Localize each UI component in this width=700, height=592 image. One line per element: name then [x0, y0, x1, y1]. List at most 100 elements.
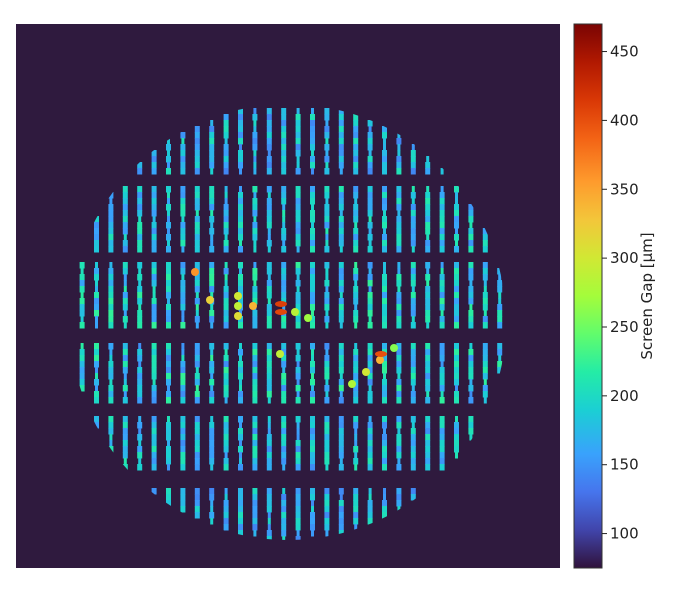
gap-cell — [410, 397, 416, 404]
colorbar-ticks: 100 150 200 250 300 350 400 450 — [602, 43, 639, 543]
gap-cell — [468, 268, 474, 275]
gap-cell — [353, 422, 359, 429]
gap-cell — [238, 280, 243, 287]
gap-cell — [324, 500, 330, 507]
gap-cell — [338, 120, 344, 127]
gap-cell — [367, 428, 373, 435]
gap-cell — [483, 379, 487, 386]
gap-cell — [239, 440, 242, 447]
gap-cell — [224, 488, 228, 495]
gap-cell — [440, 186, 444, 193]
gap-cell — [94, 222, 99, 229]
gap-cell — [482, 292, 488, 299]
gap-cell — [223, 286, 229, 293]
gap-cell — [310, 216, 315, 223]
gap-cell — [454, 310, 459, 317]
gap-cell — [482, 343, 488, 350]
gap-cell — [151, 304, 157, 311]
gap-cell — [180, 286, 186, 293]
gap-cell — [239, 379, 242, 386]
gap-cell — [253, 120, 257, 127]
gap-cell — [252, 524, 258, 531]
gap-cell — [122, 292, 128, 299]
gap-cell — [310, 126, 315, 133]
gap-cell — [267, 524, 271, 531]
gap-cell — [439, 304, 445, 311]
gap-cell — [396, 385, 402, 392]
gap-cell — [426, 186, 430, 193]
gap-cell — [353, 274, 359, 281]
gap-cell — [266, 452, 272, 459]
gap-cell — [324, 108, 330, 115]
gap-cell — [338, 316, 344, 323]
gap-cell — [266, 322, 272, 329]
colorbar-tick-label: 200 — [610, 387, 639, 405]
gap-cell — [180, 268, 186, 275]
gap-cell — [238, 192, 243, 199]
gap-cell — [180, 322, 186, 329]
gap-cell — [210, 416, 214, 423]
gap-cell — [281, 108, 287, 115]
gap-cell — [210, 355, 214, 362]
gap-cell — [396, 228, 402, 235]
colorbar-tick-label: 250 — [610, 318, 639, 336]
gap-cell — [180, 228, 186, 235]
hotspot-mark — [291, 308, 299, 316]
gap-cell — [482, 373, 488, 380]
gap-cell — [482, 268, 488, 275]
gap-cell — [383, 144, 386, 151]
gap-cell — [410, 210, 416, 217]
gap-cell — [209, 367, 215, 374]
gap-cell — [238, 367, 243, 374]
gap-cell — [353, 298, 359, 305]
gap-cell — [367, 304, 373, 311]
gap-cell — [137, 298, 143, 305]
hotspot-mark — [249, 302, 257, 310]
gap-cell — [109, 262, 113, 269]
gap-cell — [482, 304, 488, 311]
gap-cell — [295, 138, 301, 145]
gap-cell — [455, 228, 458, 235]
gap-cell — [295, 210, 301, 217]
gap-cell — [108, 304, 114, 311]
gap-cell — [151, 210, 157, 217]
gap-cell — [497, 361, 503, 368]
gap-cell — [209, 138, 215, 145]
gap-cell — [354, 198, 358, 205]
gap-cell — [194, 349, 200, 356]
gap-cell — [396, 162, 402, 169]
gap-cell — [367, 204, 373, 211]
gap-cell — [266, 446, 272, 453]
gap-cell — [122, 246, 128, 253]
gap-cell — [79, 274, 85, 281]
gap-cell — [498, 274, 502, 281]
gap-cell — [482, 316, 488, 323]
gap-cell — [281, 355, 287, 362]
gap-cell — [382, 186, 387, 193]
gap-cell — [180, 240, 186, 247]
gap-cell — [252, 416, 258, 423]
gap-cell — [339, 373, 343, 380]
gap-cell — [482, 322, 488, 329]
gap-cell — [224, 192, 228, 199]
gap-cell — [482, 262, 488, 269]
gap-cell — [410, 204, 416, 211]
gap-cell — [266, 434, 272, 441]
gap-cell — [194, 428, 200, 435]
wafer-map — [79, 108, 503, 540]
hotspot-mark — [275, 301, 287, 307]
gap-cell — [483, 397, 487, 404]
gap-cell — [223, 298, 229, 305]
gap-cell — [382, 246, 387, 253]
gap-cell — [469, 222, 473, 229]
gap-cell — [382, 222, 387, 229]
gap-cell — [295, 536, 301, 540]
gap-cell — [252, 349, 258, 356]
gap-cell — [166, 343, 171, 350]
gap-cell — [324, 262, 330, 269]
gap-cell — [267, 192, 271, 199]
gap-cell — [367, 156, 373, 163]
gap-cell — [238, 316, 243, 323]
gap-cell — [383, 210, 386, 217]
gap-cell — [324, 216, 330, 223]
